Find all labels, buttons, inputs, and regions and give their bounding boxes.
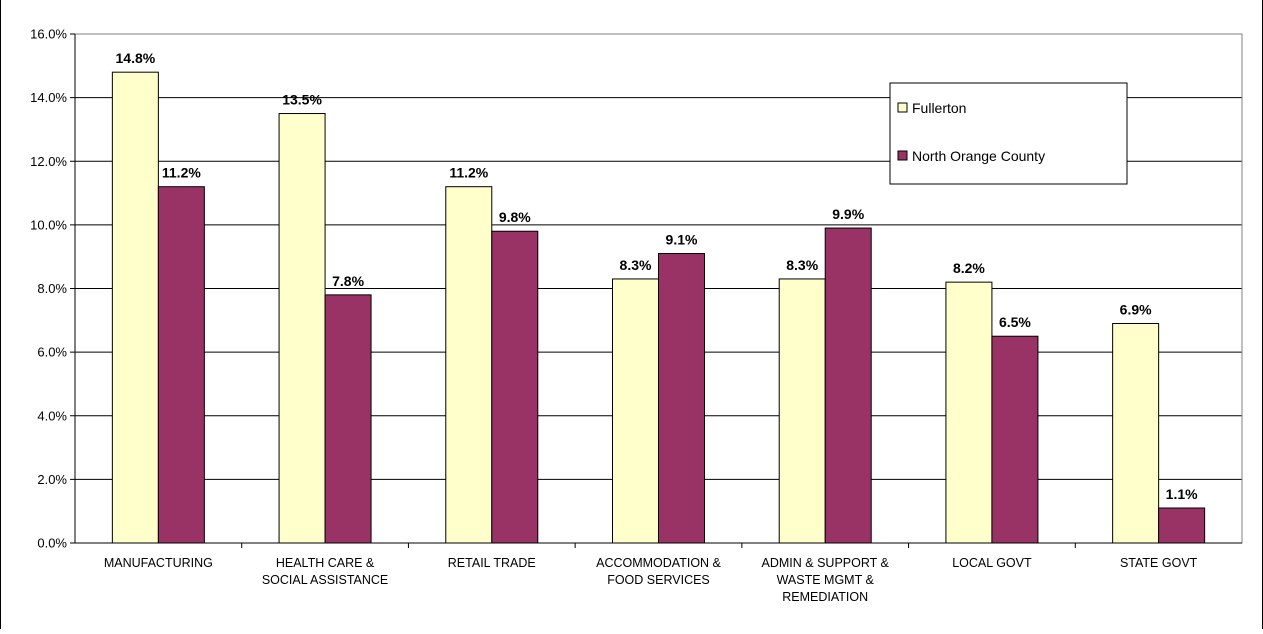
y-tick-label: 14.0%: [30, 90, 67, 105]
data-label: 9.9%: [832, 206, 864, 222]
bar-north-orange-county: [991, 335, 1039, 544]
bar-fullerton: [778, 278, 826, 544]
bar-fullerton: [278, 113, 326, 544]
bars: [111, 71, 1206, 544]
category-label: HEALTH CARE &: [276, 556, 375, 570]
legend: Fullerton North Orange County: [889, 82, 1128, 185]
data-label: 9.1%: [666, 232, 698, 248]
bar-fullerton: [945, 281, 993, 544]
category-label: SOCIAL ASSISTANCE: [262, 573, 388, 587]
data-label: 8.3%: [786, 257, 818, 273]
category-label: LOCAL GOVT: [952, 556, 1032, 570]
data-label: 14.8%: [116, 50, 156, 66]
category-label: ACCOMMODATION &: [596, 556, 721, 570]
data-label: 8.3%: [620, 257, 652, 273]
data-label: 11.2%: [449, 165, 488, 181]
bar-north-orange-county: [324, 294, 372, 544]
y-tick-label: 16.0%: [30, 27, 67, 42]
category-label: ADMIN & SUPPORT &: [762, 556, 890, 570]
data-label: 11.2%: [162, 165, 201, 181]
bar-fullerton: [1112, 322, 1160, 544]
legend-swatch: [897, 150, 908, 161]
legend-label: Fullerton: [912, 100, 966, 116]
y-tick-label: 2.0%: [37, 472, 67, 487]
bar-north-orange-county: [658, 253, 705, 544]
category-label: REMEDIATION: [782, 590, 868, 604]
y-tick-label: 6.0%: [37, 345, 67, 360]
y-tick-label: 8.0%: [37, 281, 67, 296]
data-label: 7.8%: [332, 273, 364, 289]
bar-north-orange-county: [824, 227, 872, 544]
legend-label: North Orange County: [912, 148, 1045, 164]
data-labels: 14.8% 11.2% 13.5% 7.8% 11.2% 9.8% 8.3% 9.1% 8.3%…: [116, 50, 1199, 502]
legend-swatch: [897, 102, 908, 113]
bar-fullerton: [111, 71, 159, 544]
y-tick-label: 10.0%: [30, 217, 67, 232]
y-tick-label: 12.0%: [30, 154, 67, 169]
data-label: 1.1%: [1166, 486, 1198, 502]
bar-north-orange-county: [491, 230, 539, 544]
bar-fullerton: [612, 278, 659, 544]
category-label: FOOD SERVICES: [607, 573, 710, 587]
bar-north-orange-county: [157, 186, 205, 544]
category-label: WASTE MGMT &: [777, 573, 875, 587]
data-label: 8.2%: [953, 260, 985, 276]
data-label: 6.9%: [1120, 301, 1152, 317]
data-label: 9.8%: [499, 209, 531, 225]
category-label: STATE GOVT: [1120, 556, 1198, 570]
y-tick-label: 4.0%: [37, 408, 67, 423]
data-label: 6.5%: [999, 314, 1031, 330]
bar-north-orange-county: [1158, 507, 1206, 544]
data-label: 13.5%: [282, 92, 322, 108]
y-tick-label: 0.0%: [37, 536, 67, 551]
category-label: MANUFACTURING: [104, 556, 213, 570]
axes: 0.0% 2.0% 4.0% 6.0% 8.0% 10.0% 12.0% 14.0% 16.0%…: [30, 27, 1242, 604]
legend-box: [889, 82, 1128, 185]
category-label: RETAIL TRADE: [448, 556, 536, 570]
bar-fullerton: [445, 186, 493, 544]
